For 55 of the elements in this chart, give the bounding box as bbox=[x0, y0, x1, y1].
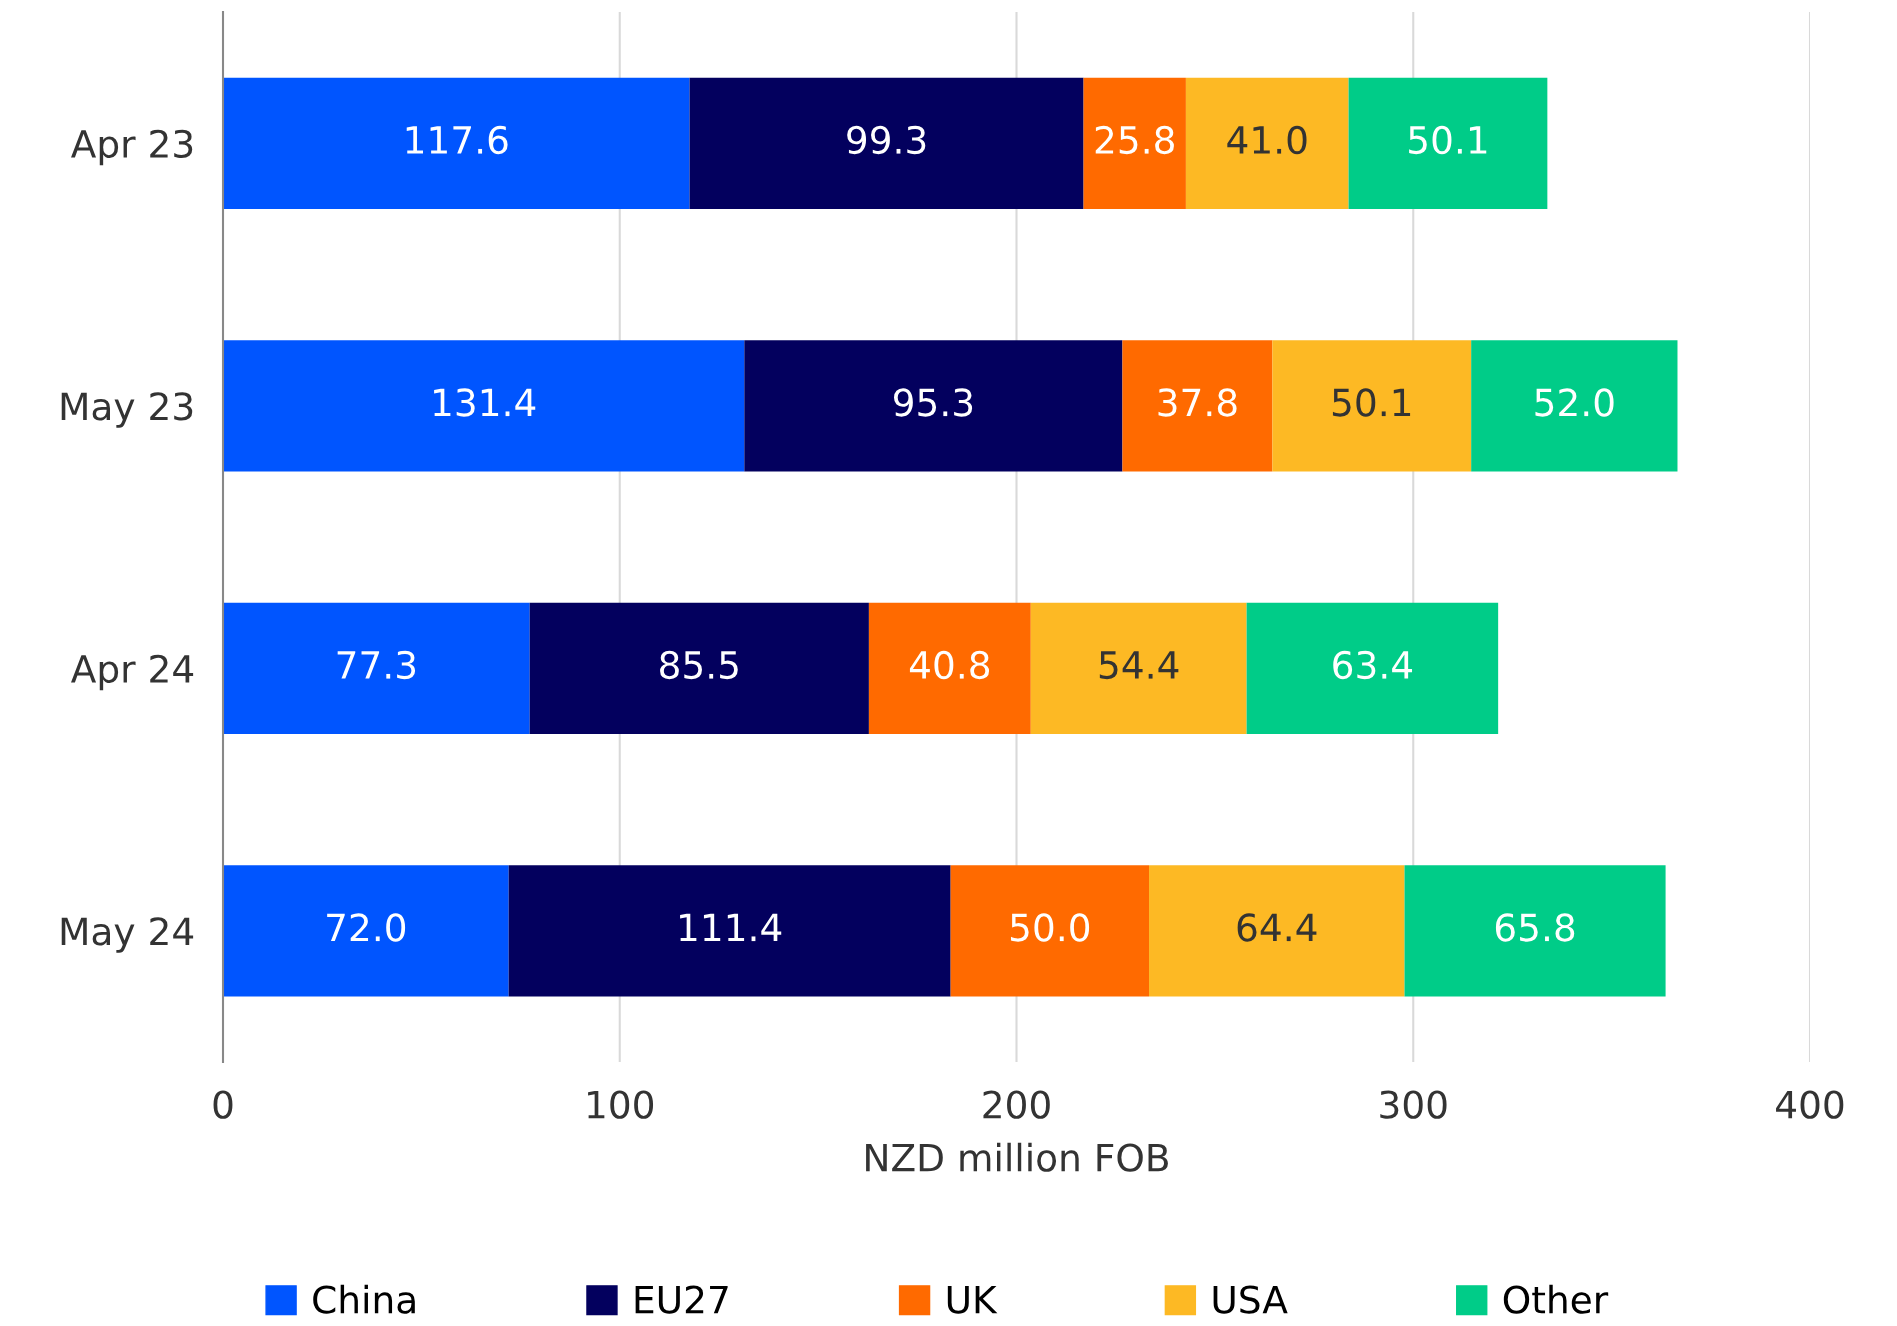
data-label: 50.1 bbox=[1409, 125, 1487, 155]
x-axis-title: NZD million FOB bbox=[866, 1142, 1168, 1172]
bar bbox=[223, 77, 690, 209]
data-label: 52.0 bbox=[1535, 388, 1614, 417]
bar bbox=[1122, 340, 1273, 472]
data-label: 40.8 bbox=[909, 650, 990, 680]
legend-label: EU27 bbox=[635, 1285, 728, 1314]
bar bbox=[1030, 602, 1247, 734]
bar bbox=[1404, 865, 1666, 997]
data-label: 99.3 bbox=[847, 125, 926, 155]
bar bbox=[223, 602, 530, 734]
x-tick-label: 300 bbox=[1380, 1090, 1447, 1119]
y-tick-label: Apr 24 bbox=[71, 654, 194, 691]
data-label: 50.0 bbox=[1010, 913, 1090, 942]
data-label: 63.4 bbox=[1333, 650, 1413, 680]
bar bbox=[1083, 77, 1186, 209]
data-label: 54.4 bbox=[1099, 651, 1179, 680]
legend-label: UK bbox=[947, 1285, 998, 1314]
data-label: 111.4 bbox=[680, 913, 782, 942]
data-label: 65.8 bbox=[1495, 913, 1575, 942]
data-label: 131.4 bbox=[434, 388, 536, 417]
data-label: 41.0 bbox=[1227, 125, 1307, 155]
legend-label: China bbox=[313, 1284, 415, 1314]
bar bbox=[508, 865, 951, 997]
data-label: 85.5 bbox=[660, 650, 738, 680]
bar bbox=[1246, 602, 1499, 734]
x-tick-label: 0 bbox=[213, 1090, 233, 1119]
bar bbox=[868, 602, 1031, 734]
data-label: 77.3 bbox=[337, 650, 416, 680]
bar bbox=[744, 340, 1123, 472]
data-label: 37.8 bbox=[1158, 388, 1237, 417]
bar bbox=[223, 340, 745, 472]
data-label: 64.4 bbox=[1237, 913, 1317, 942]
bar bbox=[1471, 340, 1678, 472]
x-tick-label: 400 bbox=[1776, 1090, 1844, 1119]
bar bbox=[529, 602, 869, 734]
bar bbox=[1185, 77, 1349, 209]
bar bbox=[950, 865, 1150, 997]
x-tick-label: 100 bbox=[588, 1090, 654, 1119]
bar bbox=[1272, 340, 1472, 472]
y-tick-label: May 24 bbox=[61, 917, 194, 953]
bar bbox=[1348, 77, 1548, 209]
data-label: 117.6 bbox=[406, 125, 508, 155]
legend-label: Other bbox=[1503, 1284, 1609, 1314]
bar bbox=[1149, 865, 1405, 997]
x-tick-label: 200 bbox=[983, 1090, 1050, 1119]
data-label: 50.1 bbox=[1332, 388, 1411, 417]
bar bbox=[223, 865, 509, 997]
bar bbox=[689, 77, 1084, 209]
y-tick-label: Apr 23 bbox=[71, 129, 193, 166]
data-label: 95.3 bbox=[893, 388, 973, 417]
y-tick-label: May 23 bbox=[61, 392, 193, 428]
data-label: 72.0 bbox=[327, 913, 406, 942]
data-label: 25.8 bbox=[1095, 125, 1174, 155]
legend-label: USA bbox=[1213, 1285, 1288, 1314]
